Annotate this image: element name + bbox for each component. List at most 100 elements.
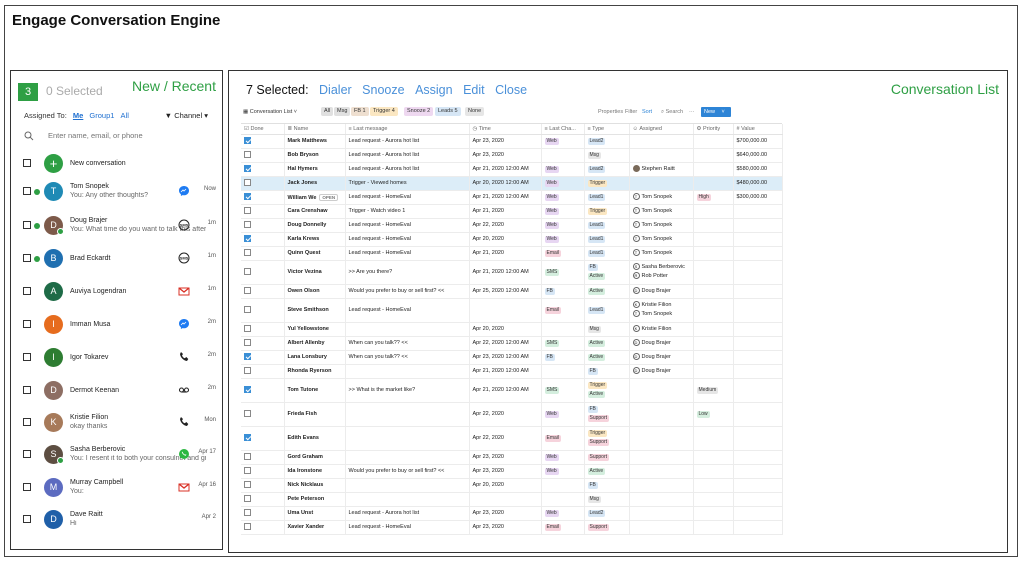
done-checkbox[interactable] xyxy=(244,286,251,294)
done-checkbox[interactable] xyxy=(244,385,251,393)
new-button[interactable]: New ˅ xyxy=(701,107,731,117)
channel-dropdown[interactable]: ▼ Channel ▾ xyxy=(165,111,208,120)
column-header-last-message[interactable]: ≡ Last message xyxy=(345,124,470,135)
done-checkbox[interactable] xyxy=(244,433,251,441)
table-row[interactable]: Frieda Fish Apr 22, 2020 Web FB Support Low xyxy=(241,402,783,427)
done-checkbox[interactable] xyxy=(244,178,251,186)
assigned-option-group1[interactable]: Group1 xyxy=(89,111,115,120)
filter-button[interactable]: Filter xyxy=(625,109,638,115)
table-row[interactable]: Nick Nicklaus Apr 20, 2020 FB xyxy=(241,478,783,493)
column-header-assigned[interactable]: ☺ Assigned xyxy=(629,124,694,135)
column-header-priority[interactable]: ⚙ Priority xyxy=(693,124,734,135)
done-checkbox[interactable] xyxy=(244,206,251,214)
done-checkbox[interactable] xyxy=(244,494,251,502)
table-row[interactable]: Lana Lonsbury When can you talk?? << Apr 2… xyxy=(241,350,783,365)
filter-chip-snooze[interactable]: Snooze 2 xyxy=(404,107,434,116)
conversation-item[interactable]: M Murray Campbell You: Apr 16 xyxy=(23,473,216,503)
name-cell[interactable]: Albert Allenby xyxy=(284,336,346,351)
view-selector[interactable]: ▦ Conversation List ˅ xyxy=(243,109,297,115)
name-cell[interactable]: Karla Krews xyxy=(284,232,346,247)
table-row[interactable]: Uma Unst Lead request - Aurora hot list Ap… xyxy=(241,506,783,521)
name-cell[interactable]: Nick Nicklaus xyxy=(284,478,346,493)
sort-button[interactable]: Sort xyxy=(642,109,653,115)
table-row[interactable]: Victor Vezina >> Are you there? Apr 21, 20… xyxy=(241,260,783,285)
row-checkbox[interactable] xyxy=(23,187,31,195)
name-cell[interactable]: Steve Smithson xyxy=(284,298,346,323)
row-checkbox[interactable] xyxy=(23,221,31,229)
row-checkbox[interactable] xyxy=(23,287,31,295)
conversation-item[interactable]: B Brad Eckardt SMS 1m xyxy=(23,244,216,274)
row-checkbox[interactable] xyxy=(23,320,31,328)
name-cell[interactable]: Pete Peterson xyxy=(284,492,346,507)
column-header-type[interactable]: ≡ Type xyxy=(584,124,630,135)
name-cell[interactable]: Yul Yellowstone xyxy=(284,322,346,337)
row-checkbox[interactable] xyxy=(23,515,31,523)
name-cell[interactable]: Frieda Fish xyxy=(284,402,346,427)
column-header-name[interactable]: ≣ Name xyxy=(284,124,346,135)
conversation-item[interactable]: T Tom Snopek You: Any other thoughts? Now xyxy=(23,177,216,207)
conversation-item[interactable]: A Auviya Logendran 1m xyxy=(23,277,216,307)
filter-chip-msg[interactable]: Msg xyxy=(334,107,351,116)
edit-button[interactable]: Edit xyxy=(463,83,485,97)
table-row[interactable]: Ida Ironstone Would you prefer to buy or … xyxy=(241,464,783,479)
search-button[interactable]: ⌕ Search xyxy=(661,109,683,116)
name-cell[interactable]: Edith Evans xyxy=(284,426,346,451)
column-header-time[interactable]: ◷ Time xyxy=(469,124,542,135)
row-checkbox[interactable] xyxy=(23,159,31,167)
name-cell[interactable]: Cara Crenshaw xyxy=(284,204,346,219)
name-cell[interactable]: Jack Jones xyxy=(284,176,346,191)
row-checkbox[interactable] xyxy=(23,386,31,394)
row-checkbox[interactable] xyxy=(23,450,31,458)
assigned-option-all[interactable]: All xyxy=(120,111,129,120)
name-cell[interactable]: Ida Ironstone xyxy=(284,464,346,479)
name-cell[interactable]: Quinn Quest xyxy=(284,246,346,261)
name-cell[interactable]: William We OPEN xyxy=(284,190,346,205)
dialer-button[interactable]: Dialer xyxy=(319,83,352,97)
done-checkbox[interactable] xyxy=(244,324,251,332)
conversation-item[interactable]: D Doug Brajer You: What time do you want t… xyxy=(23,211,216,241)
done-checkbox[interactable] xyxy=(244,136,251,144)
name-cell[interactable]: Xavier Xander xyxy=(284,520,346,535)
name-cell[interactable]: Uma Unst xyxy=(284,506,346,521)
done-checkbox[interactable] xyxy=(244,508,251,516)
row-checkbox[interactable] xyxy=(23,353,31,361)
new-conversation-item[interactable]: + New conversation xyxy=(23,149,216,179)
filter-chip-trigger[interactable]: Trigger 4 xyxy=(370,107,398,116)
filter-chip-none[interactable]: None xyxy=(465,107,485,116)
done-checkbox[interactable] xyxy=(244,220,251,228)
table-row[interactable]: Jack Jones Trigger - Viewed homes Apr 20, … xyxy=(241,176,783,191)
column-header-value[interactable]: # Value xyxy=(733,124,783,135)
table-row[interactable]: Bob Bryson Lead request - Aurora hot list… xyxy=(241,148,783,163)
conversation-item[interactable]: S Sasha Berberovic You: I resent it to bot… xyxy=(23,440,216,470)
name-cell[interactable]: Owen Olson xyxy=(284,284,346,299)
conversation-item[interactable]: I Igor Tokarev 2m xyxy=(23,343,216,373)
table-row[interactable]: Tom Tutone >> What is the market like? Apr… xyxy=(241,378,783,403)
name-cell[interactable]: Gord Graham xyxy=(284,450,346,465)
filter-chip-leads[interactable]: Leads 5 xyxy=(435,107,461,116)
done-checkbox[interactable] xyxy=(244,267,251,275)
column-header-done[interactable]: ☑ Done xyxy=(241,124,285,135)
table-row[interactable]: Karla Krews Lead request - HomeEval Apr 20… xyxy=(241,232,783,247)
table-row[interactable]: Quinn Quest Lead request - HomeEval Apr 21… xyxy=(241,246,783,261)
done-checkbox[interactable] xyxy=(244,150,251,158)
done-checkbox[interactable] xyxy=(244,338,251,346)
conversation-item[interactable]: D Dermot Keenan 2m xyxy=(23,376,216,406)
name-cell[interactable]: Mark Matthews xyxy=(284,134,346,149)
table-row[interactable]: Pete Peterson Msg xyxy=(241,492,783,507)
conversation-item[interactable]: K Kristie Filion okay thanks Mon xyxy=(23,408,216,438)
done-checkbox[interactable] xyxy=(244,522,251,530)
table-row[interactable]: William We OPEN Lead request - HomeEval Apr… xyxy=(241,190,783,205)
table-row[interactable]: Albert Allenby When can you talk?? << Apr … xyxy=(241,336,783,351)
assign-button[interactable]: Assign xyxy=(415,83,453,97)
filter-chip-fb[interactable]: FB 1 xyxy=(351,107,369,116)
name-cell[interactable]: Lana Lonsbury xyxy=(284,350,346,365)
done-checkbox[interactable] xyxy=(244,409,251,417)
table-row[interactable]: Owen Olson Would you prefer to buy or sel… xyxy=(241,284,783,299)
snooze-button[interactable]: Snooze xyxy=(362,83,405,97)
done-checkbox[interactable] xyxy=(244,248,251,256)
done-checkbox[interactable] xyxy=(244,305,251,313)
conversation-item[interactable]: I Imman Musa 2m xyxy=(23,310,216,340)
name-cell[interactable]: Bob Bryson xyxy=(284,148,346,163)
table-row[interactable]: Steve Smithson Lead request - HomeEval Ema… xyxy=(241,298,783,323)
table-row[interactable]: Xavier Xander Lead request - HomeEval Apr … xyxy=(241,520,783,535)
